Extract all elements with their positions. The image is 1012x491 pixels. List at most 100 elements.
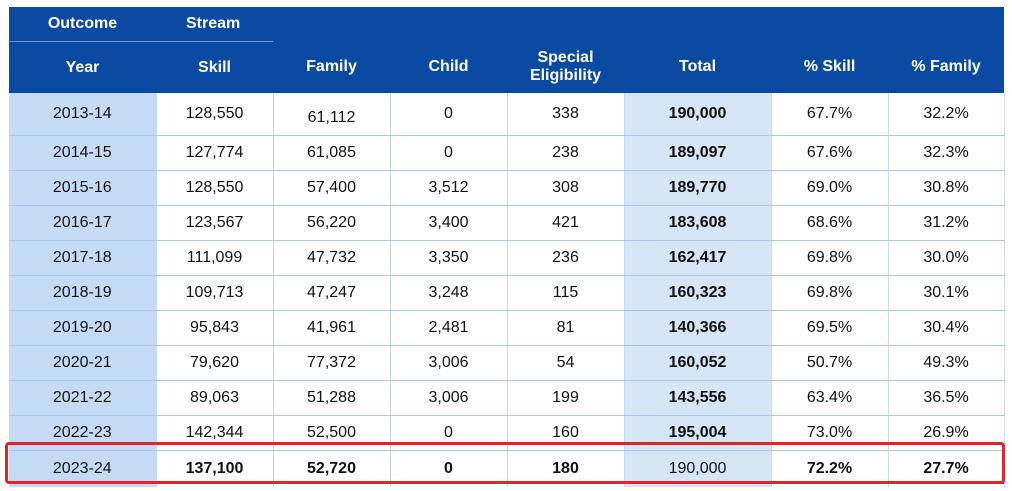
col-header-pct-skill: % Skill — [771, 41, 888, 93]
migration-outcome-table: Outcome Stream Year Skill Family Child S… — [9, 7, 1005, 487]
cell-family: 52,720 — [273, 450, 391, 487]
cell-total: 183,608 — [624, 205, 772, 241]
cell-total: 143,556 — [624, 380, 772, 416]
cell-family: 41,961 — [273, 310, 391, 346]
cell-skill: 111,099 — [156, 240, 274, 276]
cell-pct-family: 30.0% — [888, 240, 1005, 276]
table-bottom-rule — [9, 481, 1004, 484]
cell-child: 2,481 — [390, 310, 508, 346]
cell-skill: 137,100 — [156, 450, 274, 487]
col-header-family: Family — [273, 41, 390, 93]
cell-total: 195,004 — [624, 415, 772, 451]
table-row: 2021-22 89,063 51,288 3,006 199 143,556 63.4% 3… — [9, 380, 1005, 416]
cell-special-eligibility: 421 — [507, 205, 625, 241]
table-row: 2022-23 142,344 52,500 0 160 195,004 73.0% 26.9… — [9, 415, 1005, 451]
cell-pct-skill: 69.8% — [771, 240, 889, 276]
cell-pct-skill: 67.7% — [771, 93, 889, 136]
cell-special-eligibility: 338 — [507, 93, 625, 136]
cell-year: 2016-17 — [9, 205, 157, 241]
table-row: 2017-18 111,099 47,732 3,350 236 162,417 69.8%… — [9, 240, 1005, 276]
cell-year: 2022-23 — [9, 415, 157, 451]
cell-pct-skill: 73.0% — [771, 415, 889, 451]
cell-special-eligibility: 199 — [507, 380, 625, 416]
table-row: 2020-21 79,620 77,372 3,006 54 160,052 50.7% 49… — [9, 345, 1005, 381]
cell-year: 2015-16 — [9, 170, 157, 206]
cell-pct-skill: 63.4% — [771, 380, 889, 416]
col-header-pct-family: % Family — [888, 41, 1004, 93]
cell-child: 3,006 — [390, 345, 508, 381]
col-header-total: Total — [624, 41, 771, 93]
cell-total: 162,417 — [624, 240, 772, 276]
header-outcome: Outcome — [9, 7, 156, 42]
cell-total: 140,366 — [624, 310, 772, 346]
header-stream: Stream — [156, 7, 273, 42]
col-header-child: Child — [390, 41, 507, 93]
cell-year: 2013-14 — [9, 93, 157, 136]
cell-family: 47,732 — [273, 240, 391, 276]
cell-year: 2014-15 — [9, 135, 157, 171]
cell-family: 52,500 — [273, 415, 391, 451]
cell-year: 2023-24 — [9, 450, 157, 487]
cell-skill: 127,774 — [156, 135, 274, 171]
cell-skill: 95,843 — [156, 310, 274, 346]
cell-child: 3,006 — [390, 380, 508, 416]
cell-child: 0 — [390, 93, 508, 136]
header-spacer — [273, 7, 1004, 42]
cell-special-eligibility: 236 — [507, 240, 625, 276]
cell-pct-family: 49.3% — [888, 345, 1005, 381]
cell-pct-family: 31.2% — [888, 205, 1005, 241]
cell-total: 189,097 — [624, 135, 772, 171]
table-row: 2019-20 95,843 41,961 2,481 81 140,366 69.5% 30… — [9, 310, 1005, 346]
cell-child: 3,248 — [390, 275, 508, 311]
col-header-year: Year — [9, 41, 156, 93]
cell-pct-skill: 50.7% — [771, 345, 889, 381]
cell-total: 190,000 — [624, 450, 772, 487]
cell-pct-family: 27.7% — [888, 450, 1005, 487]
cell-special-eligibility: 115 — [507, 275, 625, 311]
cell-special-eligibility: 180 — [507, 450, 625, 487]
cell-family: 56,220 — [273, 205, 391, 241]
cell-child: 3,400 — [390, 205, 508, 241]
cell-pct-family: 26.9% — [888, 415, 1005, 451]
table-row: 2015-16 128,550 57,400 3,512 308 189,770 69.0%… — [9, 170, 1005, 206]
table-row: 2013-14 128,550 61,112 0 338 190,000 67.7% 32.2… — [9, 93, 1005, 136]
cell-special-eligibility: 160 — [507, 415, 625, 451]
cell-child: 0 — [390, 450, 508, 487]
table-row: 2014-15 127,774 61,085 0 238 189,097 67.6% 32.3… — [9, 135, 1005, 171]
cell-special-eligibility: 308 — [507, 170, 625, 206]
cell-pct-family: 32.2% — [888, 93, 1005, 136]
cell-skill: 79,620 — [156, 345, 274, 381]
cell-pct-family: 36.5% — [888, 380, 1005, 416]
cell-year: 2020-21 — [9, 345, 157, 381]
cell-pct-skill: 69.8% — [771, 275, 889, 311]
cell-total: 189,770 — [624, 170, 772, 206]
table-body: 2013-14 128,550 61,112 0 338 190,000 67.7% 32.2… — [9, 93, 1005, 487]
cell-family: 57,400 — [273, 170, 391, 206]
table-row: 2016-17 123,567 56,220 3,400 421 183,608 68.6%… — [9, 205, 1005, 241]
cell-pct-family: 32.3% — [888, 135, 1005, 171]
cell-year: 2017-18 — [9, 240, 157, 276]
cell-pct-skill: 67.6% — [771, 135, 889, 171]
col-header-special-eligibility: Special Eligibility — [507, 41, 624, 93]
cell-family: 61,112 — [273, 93, 391, 136]
cell-year: 2019-20 — [9, 310, 157, 346]
cell-pct-family: 30.8% — [888, 170, 1005, 206]
cell-child: 0 — [390, 135, 508, 171]
cell-pct-family: 30.1% — [888, 275, 1005, 311]
table-row: 2023-24 137,100 52,720 0 180 190,000 72.2% 27.7… — [9, 450, 1005, 487]
cell-year: 2021-22 — [9, 380, 157, 416]
cell-total: 190,000 — [624, 93, 772, 136]
cell-year: 2018-19 — [9, 275, 157, 311]
cell-special-eligibility: 54 — [507, 345, 625, 381]
cell-child: 3,350 — [390, 240, 508, 276]
table-container: Outcome Stream Year Skill Family Child S… — [9, 7, 1005, 487]
header-row-group: Outcome Stream — [9, 7, 1004, 42]
cell-special-eligibility: 238 — [507, 135, 625, 171]
cell-total: 160,323 — [624, 275, 772, 311]
cell-total: 160,052 — [624, 345, 772, 381]
cell-skill: 142,344 — [156, 415, 274, 451]
header-row-columns: Year Skill Family Child Special Eligibil… — [9, 41, 1004, 93]
table-row: 2018-19 109,713 47,247 3,248 115 160,323 69.8%… — [9, 275, 1005, 311]
cell-skill: 128,550 — [156, 170, 274, 206]
cell-pct-family: 30.4% — [888, 310, 1005, 346]
